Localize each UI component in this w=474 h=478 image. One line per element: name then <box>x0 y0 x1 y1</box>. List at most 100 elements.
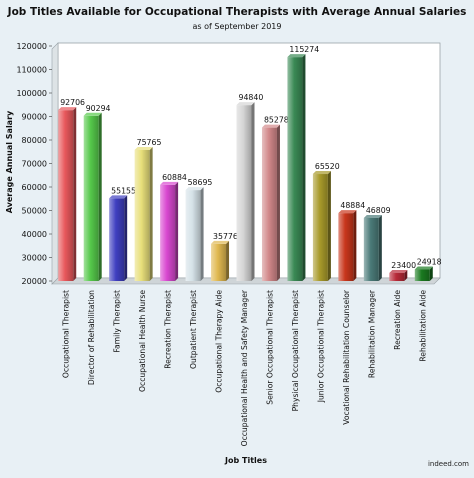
data-label: 24918 <box>417 257 442 266</box>
bar-top <box>287 54 306 58</box>
data-label: 23400 <box>391 261 416 270</box>
bar-top <box>134 146 153 150</box>
y-tick-label: 70000 <box>22 160 47 169</box>
x-tick-label: Senior Occupational Therapist <box>265 290 274 405</box>
data-label: 92706 <box>60 98 85 107</box>
bar-front <box>211 243 227 281</box>
data-label: 85278 <box>264 116 289 125</box>
bar-side <box>404 270 408 281</box>
bar-top <box>58 107 77 111</box>
bar-top <box>236 102 255 106</box>
data-label: 46809 <box>366 206 391 215</box>
plot-wall <box>51 42 59 285</box>
bar <box>287 54 306 282</box>
bar-front <box>236 105 252 281</box>
data-label: 58695 <box>188 178 213 187</box>
x-tick-label: Rehabilitation Aide <box>418 290 427 362</box>
bar-side <box>175 181 179 281</box>
bar-top <box>109 195 128 199</box>
data-label: 60884 <box>162 173 187 182</box>
x-tick-label: Physical Occupational Therapist <box>291 290 300 411</box>
chart-title: Job Titles Available for Occupational Th… <box>7 6 467 18</box>
data-label: 90294 <box>86 104 111 113</box>
data-label: 94840 <box>239 93 264 102</box>
bar-top <box>312 171 331 175</box>
bar <box>185 187 204 281</box>
bar-front <box>312 174 328 281</box>
bar-top <box>83 112 102 116</box>
y-tick-label: 100000 <box>16 89 47 98</box>
y-tick-label: 60000 <box>22 183 47 192</box>
x-tick-label: Director of Rehabilitation <box>87 290 96 385</box>
x-tick-label: Junior Occupational Therapist <box>316 290 325 403</box>
bar-front <box>109 198 125 281</box>
bar <box>58 107 77 281</box>
y-axis-label: Average Annual Salary <box>5 110 14 213</box>
y-tick-label: 30000 <box>22 254 47 263</box>
bar-top <box>185 187 204 191</box>
bar-side <box>149 146 153 281</box>
bar-top <box>160 181 179 185</box>
x-tick-label: Outpatient Therapist <box>189 290 198 369</box>
bar <box>109 195 128 281</box>
y-tick-label: 90000 <box>22 113 47 122</box>
data-label: 75765 <box>137 138 162 147</box>
x-axis-label: Job Titles <box>224 456 267 465</box>
bar <box>389 270 408 281</box>
bar-top <box>338 210 357 214</box>
source-credit: indeed.com <box>428 460 469 468</box>
x-tick-label: Recreation Therapist <box>164 290 173 369</box>
bar-side <box>302 54 306 282</box>
bar-side <box>73 107 77 281</box>
bar-side <box>276 124 280 281</box>
bar-front <box>414 269 430 281</box>
bar <box>134 146 153 281</box>
bar <box>160 181 179 281</box>
data-label: 35776 <box>213 232 238 241</box>
plot-area: 20000 30000 40000 50000 60000 70000 80000 90000… <box>16 42 441 446</box>
bar-side <box>327 171 331 281</box>
chart-subtitle: as of September 2019 <box>193 22 282 31</box>
x-tick-label: Occupational Health Nurse <box>138 290 147 392</box>
bar-front <box>185 190 201 281</box>
x-tick-label: Recreation Aide <box>393 290 402 350</box>
data-label: 48884 <box>340 201 365 210</box>
bar <box>312 171 331 281</box>
bar-front <box>287 57 303 282</box>
data-label: 115274 <box>289 45 319 54</box>
bar-top <box>414 266 433 270</box>
data-label: 65520 <box>315 162 340 171</box>
bar-side <box>251 102 255 281</box>
y-tick-label: 80000 <box>22 136 47 145</box>
x-tick-label: Occupational Therapist <box>62 290 71 378</box>
bar <box>211 240 230 281</box>
bar-top <box>211 240 230 244</box>
x-tick-label: Family Therapist <box>113 290 122 353</box>
bar <box>338 210 357 281</box>
bar-front <box>58 110 74 281</box>
bar-side <box>378 214 382 281</box>
y-tick-label: 50000 <box>22 207 47 216</box>
bar <box>363 214 382 281</box>
bar-side <box>353 210 357 281</box>
bar-side <box>200 187 204 281</box>
bar-top <box>363 214 382 218</box>
bar-front <box>389 273 405 281</box>
bar-side <box>124 195 128 281</box>
y-tick-label: 40000 <box>22 230 47 239</box>
y-tick-label: 20000 <box>22 277 47 286</box>
data-label: 55155 <box>111 186 136 195</box>
y-tick-label: 120000 <box>16 42 47 51</box>
bar-front <box>363 217 379 281</box>
bar <box>83 112 102 281</box>
y-tick-label: 110000 <box>16 66 47 75</box>
x-tick-label: Vocational Rehabilitation Counselor <box>342 289 351 425</box>
x-tick-label: Occupational Therapy Aide <box>215 290 224 393</box>
bar-front <box>338 213 354 281</box>
bar <box>261 124 280 281</box>
bar-side <box>429 266 433 281</box>
bar-top <box>261 124 280 128</box>
bar-side <box>98 112 102 281</box>
